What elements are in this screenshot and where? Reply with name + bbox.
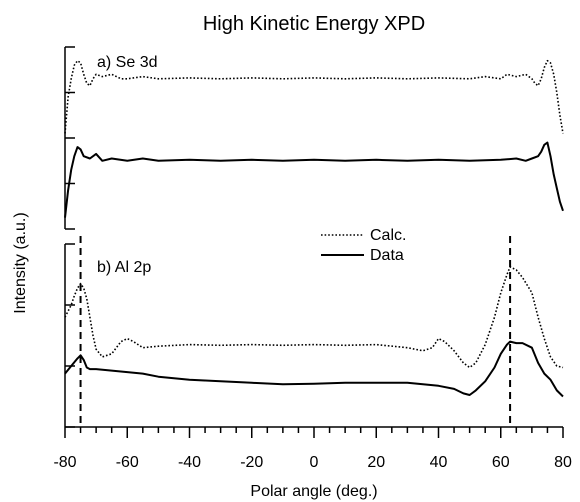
x-tick-label: 80 (554, 454, 572, 471)
x-tick-label: -40 (178, 454, 201, 471)
x-tick-label: -20 (240, 454, 263, 471)
legend-entry-calc: Calc. (321, 227, 406, 244)
x-tick-label: 20 (367, 454, 385, 471)
x-tick-label: 40 (430, 454, 448, 471)
series-data-line (64, 340, 564, 398)
series-data-line (64, 141, 564, 218)
x-tick-label: -80 (53, 454, 76, 471)
y-axis-label: Intensity (a.u.) (12, 212, 29, 313)
legend-entry-data: Data (321, 247, 404, 264)
x-axis-label: Polar angle (deg.) (250, 483, 377, 500)
x-tick-label: -60 (116, 454, 139, 471)
x-axis: -80 -60 -40 -20 0 20 40 60 80 (53, 426, 572, 471)
legend-label-data: Data (370, 247, 404, 264)
legend: Calc. Data (321, 227, 406, 264)
panel-al-2p: b) Al 2p (64, 236, 564, 428)
legend-label-calc: Calc. (370, 227, 406, 244)
chart-title: High Kinetic Energy XPD (203, 13, 425, 35)
panel-label: b) Al 2p (97, 259, 151, 276)
panel-label: a) Se 3d (97, 54, 157, 71)
x-tick-label: 0 (310, 454, 319, 471)
x-tick-label: 60 (492, 454, 510, 471)
panel-se-3d: a) Se 3d (64, 46, 564, 230)
series-calc-line (64, 59, 564, 134)
series-calc-line (64, 266, 564, 369)
